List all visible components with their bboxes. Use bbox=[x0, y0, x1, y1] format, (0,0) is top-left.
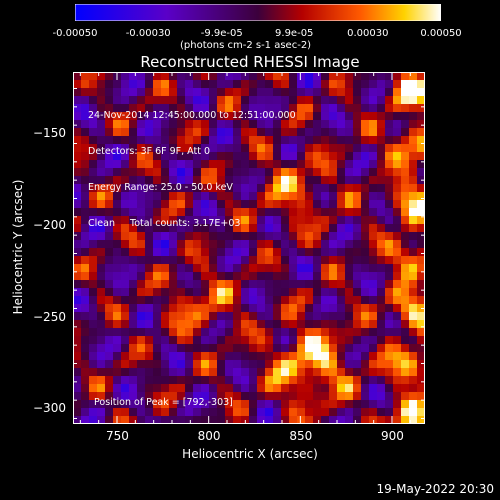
y-tick-label: −250 bbox=[33, 309, 66, 324]
plot-area bbox=[73, 72, 425, 424]
peak-position: Position of Peak = [792,-303] bbox=[94, 397, 233, 408]
heatmap bbox=[73, 72, 425, 424]
colorbar-tick-label: -9.9e-05 bbox=[200, 28, 243, 39]
x-tick-label: 750 bbox=[106, 429, 129, 443]
colorbar-tick-label: -0.00050 bbox=[52, 28, 98, 39]
annotation-detectors: Detectors: 3F 6F 9F, Att 0 bbox=[88, 146, 211, 157]
x-tick-label: 900 bbox=[381, 429, 404, 443]
colorbar-units: (photons cm-2 s-1 asec-2) bbox=[180, 40, 312, 51]
y-tick-label: −200 bbox=[33, 218, 66, 232]
axis-ticks bbox=[73, 72, 425, 424]
colorbar-tick-label: 0.00030 bbox=[347, 28, 389, 39]
x-tick-label: 800 bbox=[197, 429, 221, 443]
colorbar-tick-label: -0.00030 bbox=[125, 28, 171, 39]
colorbar bbox=[75, 4, 441, 21]
y-axis-label: Heliocentric Y (arcsec) bbox=[11, 179, 25, 315]
x-tick-label: 850 bbox=[289, 429, 313, 443]
y-tick-label: −150 bbox=[33, 126, 66, 141]
colorbar-tick-label: 0.00050 bbox=[420, 28, 462, 39]
annotation-energy-range: Energy Range: 25.0 - 50.0 keV bbox=[88, 182, 233, 193]
y-tick-label: −300 bbox=[33, 401, 66, 416]
x-axis-label: Heliocentric X (arcsec) bbox=[182, 447, 318, 461]
image-annotations: 24-Nov-2014 12:45:00.000 to 12:51:00.000… bbox=[88, 86, 296, 242]
colorbar-tick-label: 9.9e-05 bbox=[275, 28, 314, 39]
timestamp: 19-May-2022 20:30 bbox=[376, 482, 494, 496]
plot-frame bbox=[73, 72, 425, 424]
chart-title: Reconstructed RHESSI Image bbox=[140, 53, 360, 71]
annotation-time-range: 24-Nov-2014 12:45:00.000 to 12:51:00.000 bbox=[88, 110, 296, 121]
annotation-clean-counts: Clean Total counts: 3.17E+03 bbox=[88, 218, 241, 229]
